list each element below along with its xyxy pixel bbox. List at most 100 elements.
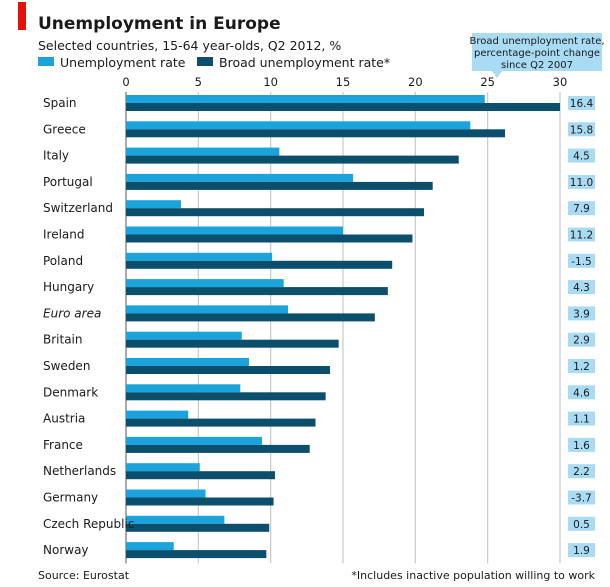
x-tick-label: 25: [480, 75, 495, 89]
legend-swatch-broad: [197, 57, 213, 66]
bar-unemployment: [126, 331, 242, 340]
change-value: 7.9: [573, 203, 590, 215]
bar-unemployment: [126, 384, 241, 393]
red-accent-tag: [18, 2, 26, 30]
change-value: 11.2: [570, 230, 593, 242]
change-value: -3.7: [571, 493, 592, 505]
bar-broad: [126, 366, 330, 374]
change-value: 1.6: [573, 440, 590, 452]
change-value: 3.9: [573, 308, 590, 320]
x-tick-label: 0: [122, 75, 129, 89]
bar-unemployment: [126, 305, 289, 314]
change-value: 4.6: [573, 387, 590, 399]
change-value: 4.3: [573, 282, 590, 294]
legend-swatch-unemployment: [38, 57, 54, 66]
x-tick-label: 30: [553, 75, 568, 89]
bar-broad: [126, 129, 506, 138]
bar-unemployment: [126, 542, 174, 551]
bar-unemployment: [126, 436, 262, 445]
bar-broad: [126, 550, 267, 559]
bar-unemployment: [126, 463, 200, 472]
change-value-box: [568, 516, 595, 531]
category-label: Sweden: [43, 359, 90, 373]
bar-unemployment: [126, 226, 343, 235]
bar-broad: [126, 260, 393, 269]
change-value: -1.5: [571, 256, 592, 268]
change-value-box: [568, 411, 595, 426]
x-tick-label: 15: [336, 75, 351, 89]
change-value: 15.8: [570, 124, 593, 136]
change-value-box: [568, 359, 595, 373]
change-value: 1.9: [573, 545, 590, 557]
category-label: Austria: [43, 412, 85, 426]
change-value: 1.2: [573, 361, 590, 373]
change-value: 2.2: [573, 466, 590, 478]
legend-label-unemployment: Unemployment rate: [60, 55, 186, 70]
category-label: Norway: [43, 543, 89, 557]
x-tick-label: 20: [408, 75, 423, 89]
bar-unemployment: [126, 95, 485, 103]
change-value-box: [568, 385, 595, 400]
category-label: Switzerland: [43, 201, 113, 215]
bar-unemployment: [126, 279, 284, 288]
bar-broad: [126, 234, 413, 243]
change-value-box: [568, 437, 595, 452]
bar-unemployment: [126, 200, 181, 209]
bar-broad: [126, 471, 276, 480]
bar-broad: [126, 155, 459, 164]
bar-broad: [126, 523, 270, 532]
bar-broad: [126, 103, 560, 111]
category-label: Hungary: [43, 280, 94, 294]
change-value-box: [568, 306, 595, 321]
change-value: 1.1: [573, 414, 590, 426]
legend-label-broad: Broad unemployment rate*: [219, 55, 390, 70]
x-tick-label: 5: [195, 75, 202, 89]
bar-broad: [126, 339, 339, 348]
category-label: Germany: [43, 491, 98, 505]
bar-unemployment: [126, 489, 206, 498]
bar-broad: [126, 313, 375, 322]
bar-broad: [126, 497, 274, 506]
category-label: Czech Republic: [43, 517, 134, 531]
side-header-line-2: percentage-point change: [474, 48, 600, 59]
bar-broad: [126, 392, 326, 401]
bar-broad: [126, 418, 316, 427]
bar-broad: [126, 208, 425, 217]
category-label: Italy: [43, 149, 69, 163]
side-header-line-1: Broad unemployment rate,: [469, 36, 604, 47]
category-label: Netherlands: [43, 464, 116, 478]
bar-unemployment: [126, 121, 471, 130]
change-value-box: [568, 464, 595, 479]
bar-unemployment: [126, 515, 225, 524]
category-label: Greece: [43, 122, 86, 136]
change-value: 4.5: [573, 151, 590, 163]
change-value-box: [568, 543, 595, 558]
category-label: Britain: [43, 333, 83, 347]
source-note: Source: Eurostat: [38, 569, 130, 582]
category-label: Portugal: [43, 175, 93, 189]
category-label: Denmark: [43, 385, 98, 399]
chart-subtitle: Selected countries, 15-64 year-olds, Q2 …: [38, 38, 341, 53]
change-value: 16.4: [570, 98, 594, 110]
change-value-box: [568, 332, 595, 347]
change-value-box: [568, 148, 595, 163]
change-value-box: [568, 253, 595, 268]
bar-unemployment: [126, 252, 273, 261]
bar-unemployment: [126, 410, 189, 419]
category-label: Poland: [43, 254, 83, 268]
bar-unemployment: [126, 173, 354, 182]
footnote: *Includes inactive population willing to…: [351, 569, 595, 582]
side-header-line-3: since Q2 2007: [501, 60, 573, 71]
x-tick-label: 10: [263, 75, 278, 89]
category-label: Spain: [43, 96, 77, 110]
change-value: 0.5: [573, 519, 590, 531]
change-value-box: [568, 122, 595, 137]
category-label: Euro area: [43, 306, 101, 320]
change-value-box: [568, 490, 595, 505]
bar-unemployment: [126, 147, 280, 156]
side-column-header: Broad unemployment rate, percentage-poin…: [469, 33, 605, 78]
chart-title: Unemployment in Europe: [38, 14, 281, 34]
bar-broad: [126, 287, 388, 296]
bar-broad: [126, 444, 310, 453]
